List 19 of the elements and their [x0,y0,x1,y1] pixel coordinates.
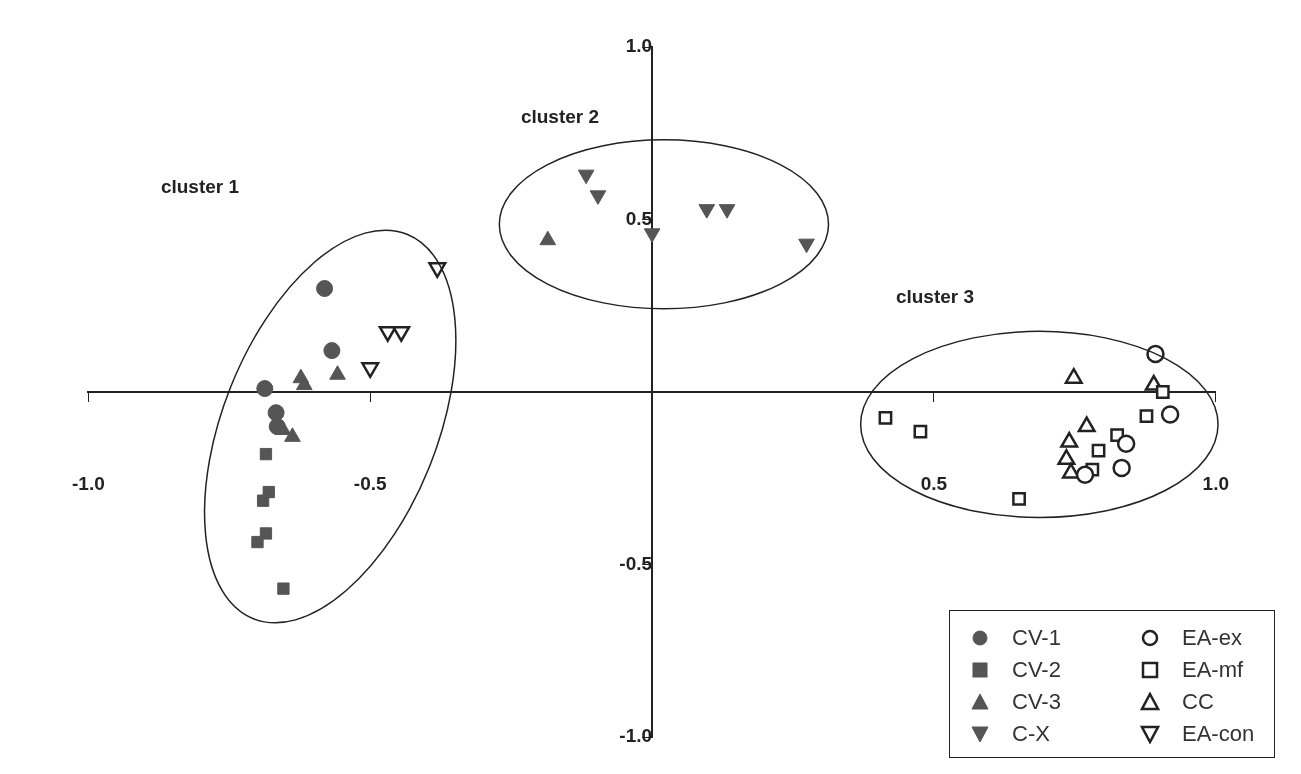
y-tick-label: -1.0 [619,725,653,747]
y-tick-label: -0.5 [619,552,653,574]
legend-label: CV-2 [1012,657,1061,683]
x-tick-label: -0.5 [353,472,388,494]
y-tick-label: 0.5 [625,207,653,229]
annotation: cluster 2 [520,106,600,128]
y-tick-label: 1.0 [625,35,653,57]
annotation: cluster 1 [160,176,240,198]
x-tick-label: 0.5 [920,472,948,494]
legend-label: CV-3 [1012,689,1061,715]
legend-label: CC [1182,689,1214,715]
legend-label: EA-ex [1182,625,1242,651]
x-tick-label: 1.0 [1202,472,1229,494]
legend-label: CV-1 [1012,625,1061,651]
x-tick-label: -1.0 [71,472,105,494]
legend-label: EA-mf [1182,657,1244,683]
legend-label: C-X [1012,721,1050,747]
legend-label: EA-con [1182,721,1255,747]
annotation: cluster 3 [895,286,975,308]
